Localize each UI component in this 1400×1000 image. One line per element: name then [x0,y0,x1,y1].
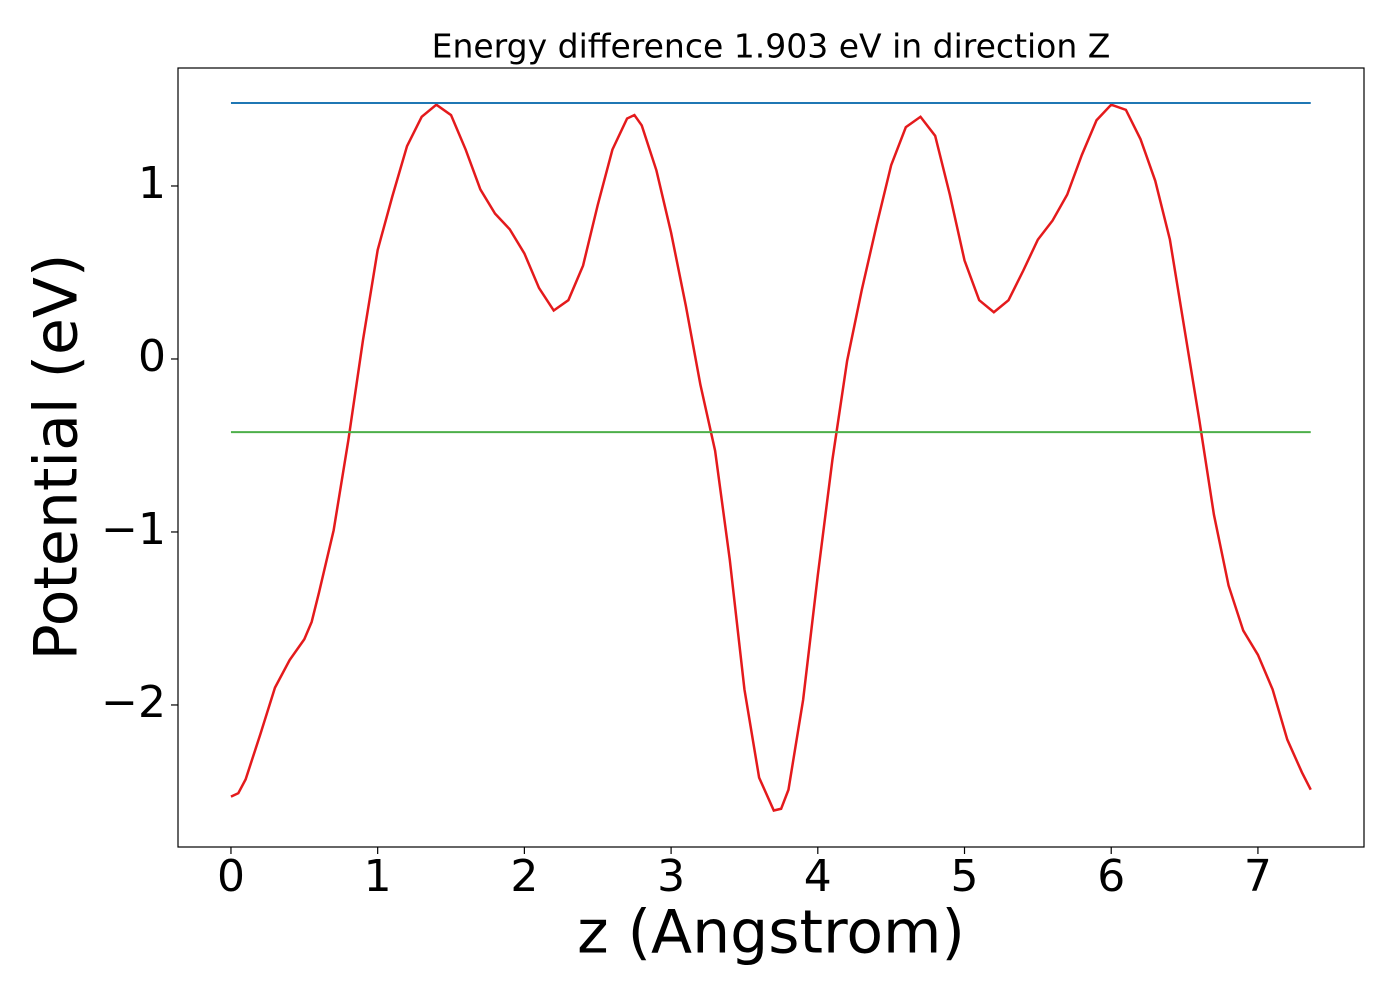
x-tick-label: 4 [804,851,832,902]
y-axis-label: Potential (eV) [22,254,92,661]
plot-frame [177,67,1365,848]
x-tick-label: 0 [217,851,245,902]
y-tick-label: −2 [101,677,166,728]
x-tick-label: 6 [1097,851,1125,902]
x-tick-label: 1 [364,851,392,902]
chart-title: Energy difference 1.903 eV in direction … [432,27,1111,66]
x-tick-label: 7 [1244,851,1272,902]
x-tick-label: 3 [657,851,685,902]
x-tick-label: 5 [951,851,979,902]
series-line [230,103,1312,812]
x-axis-label: z (Angstrom) [577,898,965,968]
y-tick-label: 1 [138,158,166,209]
y-tick-label: −1 [101,504,166,555]
y-tick-label: 0 [138,331,166,382]
x-tick-label: 2 [510,851,538,902]
